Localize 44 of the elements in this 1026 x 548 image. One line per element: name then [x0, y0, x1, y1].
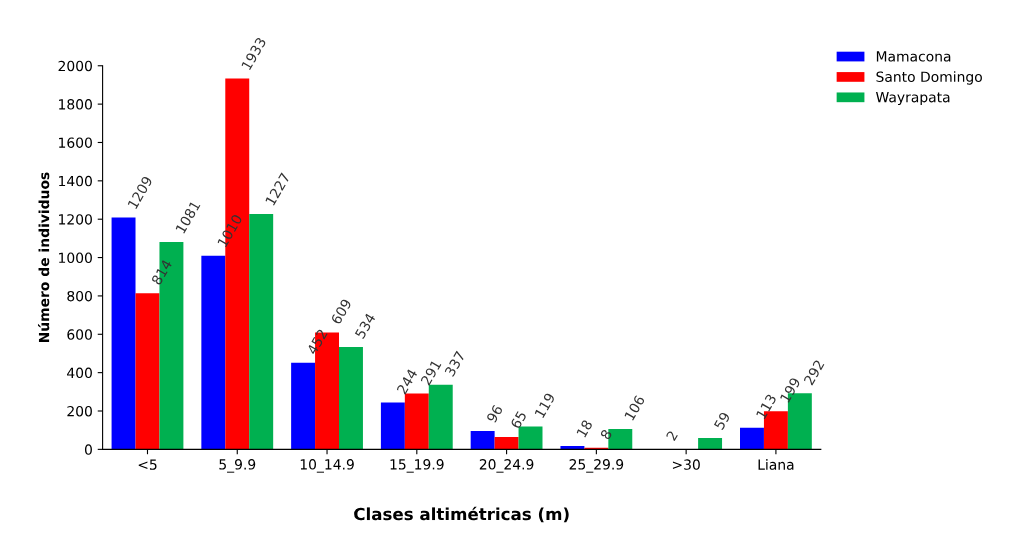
- x-tick-label: >30: [672, 459, 700, 470]
- bar: [291, 362, 316, 450]
- x-tick-label: Liana: [758, 459, 794, 470]
- x-tick-label: 10_14.9: [300, 459, 354, 473]
- data-label: 2: [665, 430, 678, 442]
- data-label: 18: [576, 419, 593, 438]
- y-tick-label: 400: [67, 367, 92, 379]
- y-tick-label: 1600: [59, 137, 92, 148]
- x-axis-title: Clases altimétricas (m): [354, 506, 569, 523]
- legend-label: Mamacona: [876, 51, 951, 62]
- legend-label: Wayrapata: [876, 92, 950, 106]
- bar: [740, 427, 764, 450]
- data-label: 65: [510, 410, 527, 430]
- bar: [380, 402, 405, 450]
- y-tick-label: 2000: [58, 60, 92, 72]
- bar: [339, 346, 363, 450]
- legend-label: Santo Domingo: [876, 71, 982, 85]
- bar: [404, 393, 429, 450]
- y-tick-label: 1200: [59, 214, 92, 225]
- y-tick-label: 1400: [59, 175, 92, 187]
- y-tick-label: 600: [67, 329, 92, 340]
- y-tick-label: 0: [84, 444, 92, 455]
- y-tick-label: 1800: [59, 99, 92, 110]
- bar: [201, 255, 226, 450]
- bar: [518, 426, 543, 450]
- data-label: 8: [599, 428, 613, 441]
- bar: [111, 217, 136, 450]
- data-label: 96: [486, 404, 504, 424]
- bar: [135, 293, 160, 450]
- data-label: 59: [713, 411, 731, 431]
- y-axis-title: Número de individuos: [37, 172, 50, 343]
- bar: [698, 438, 723, 450]
- y-tick-label: 800: [67, 290, 92, 302]
- bar: [249, 214, 274, 450]
- bar: [428, 384, 453, 450]
- x-tick-label: 5_9.9: [219, 459, 256, 473]
- bar: [470, 430, 495, 450]
- y-tick-label: 200: [67, 405, 92, 417]
- y-tick-label: 1000: [59, 252, 92, 264]
- x-tick-label: 15_19.9: [390, 459, 444, 473]
- x-tick-label: <5: [138, 459, 157, 470]
- x-tick-label: 25_29.9: [569, 459, 624, 473]
- bar: [494, 436, 519, 450]
- x-tick-label: 20_24.9: [479, 459, 534, 473]
